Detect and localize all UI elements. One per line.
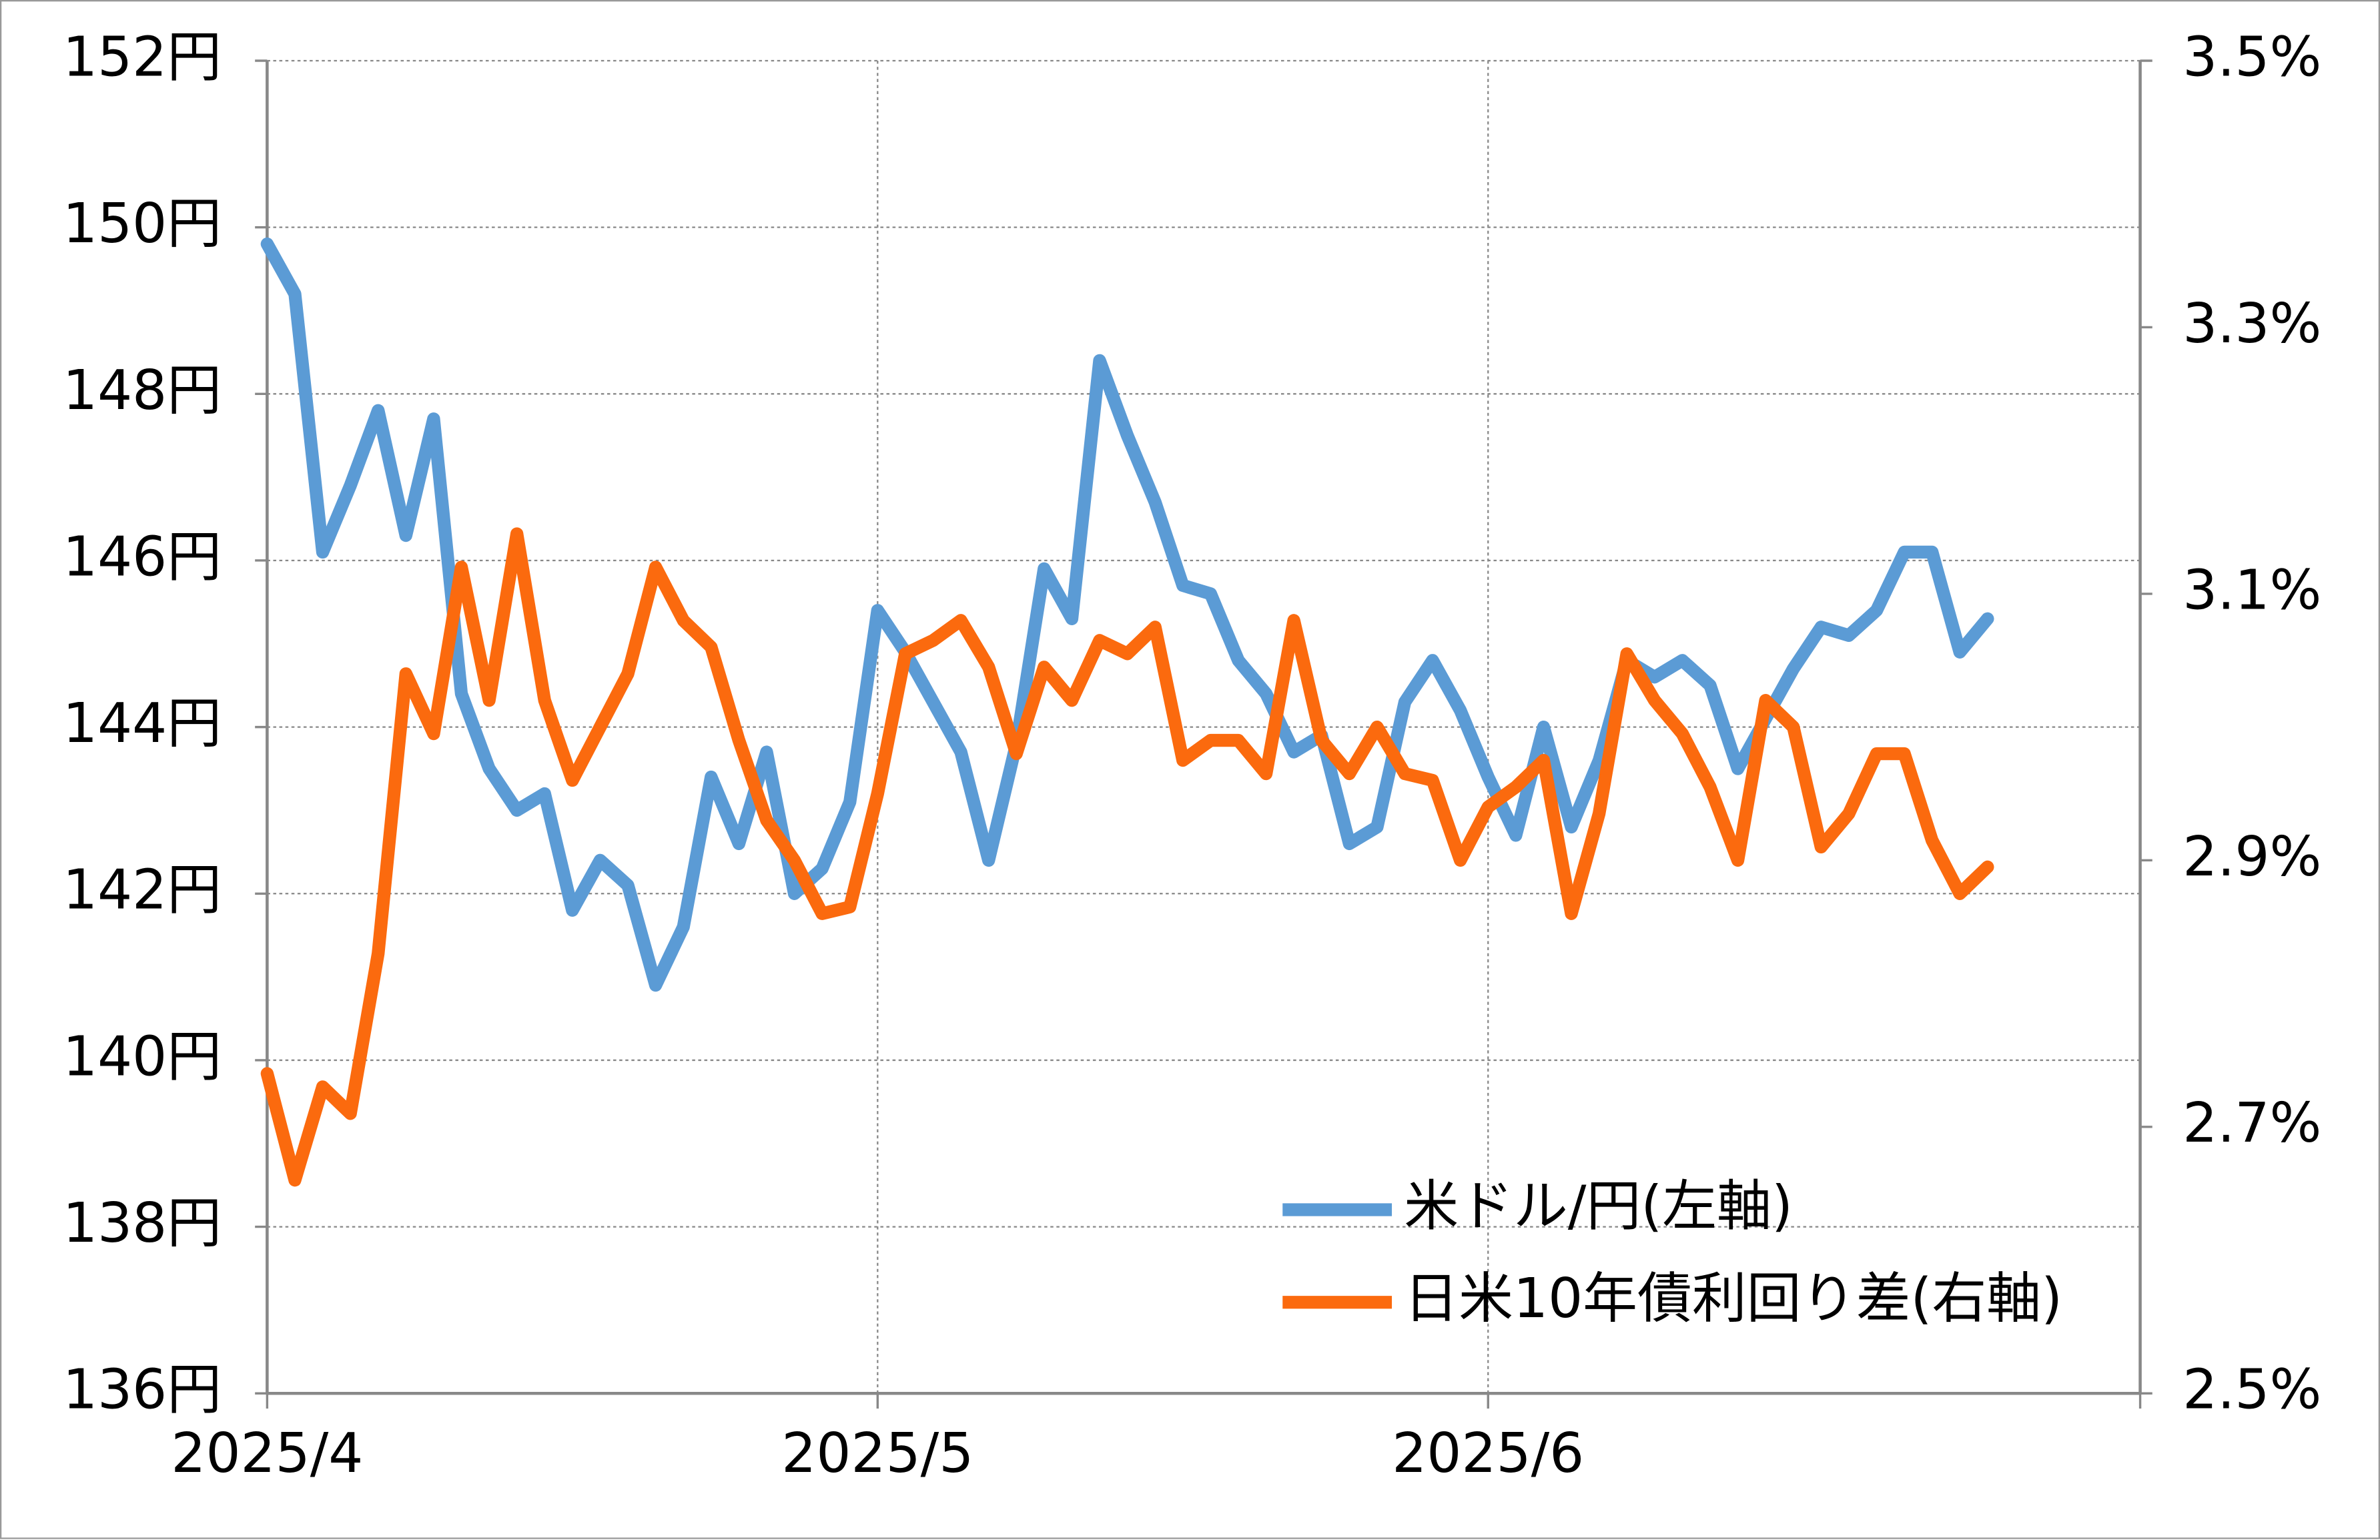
y2-tick-label: 2.7%	[2183, 1092, 2321, 1155]
series-line	[260, 237, 1994, 992]
y-tick-label: 140円	[63, 1025, 222, 1088]
y-tick-label: 148円	[63, 359, 222, 422]
legend-label: 米ドル/円(左軸)	[1404, 1174, 1793, 1238]
y2-tick-label: 3.1%	[2183, 558, 2321, 622]
series-line	[260, 527, 1994, 1187]
y2-tick-label: 2.5%	[2183, 1359, 2321, 1422]
y2-tick-label: 2.9%	[2183, 825, 2321, 889]
y-tick-label: 136円	[63, 1359, 222, 1422]
y-tick-label: 144円	[63, 692, 222, 755]
y-tick-label: 146円	[63, 525, 222, 589]
x-tick-label: 2025/4	[171, 1422, 363, 1485]
x-tick-label: 2025/5	[781, 1422, 973, 1485]
y-tick-label: 142円	[63, 859, 222, 922]
x-tick-label: 2025/6	[1392, 1422, 1584, 1485]
y-tick-label: 152円	[63, 25, 222, 89]
y-tick-label: 138円	[63, 1192, 222, 1255]
legend-label: 日米10年債利回り差(右軸)	[1404, 1267, 2062, 1330]
y2-tick-label: 3.3%	[2183, 292, 2321, 356]
y2-tick-label: 3.5%	[2183, 25, 2321, 89]
y-tick-label: 150円	[63, 192, 222, 256]
